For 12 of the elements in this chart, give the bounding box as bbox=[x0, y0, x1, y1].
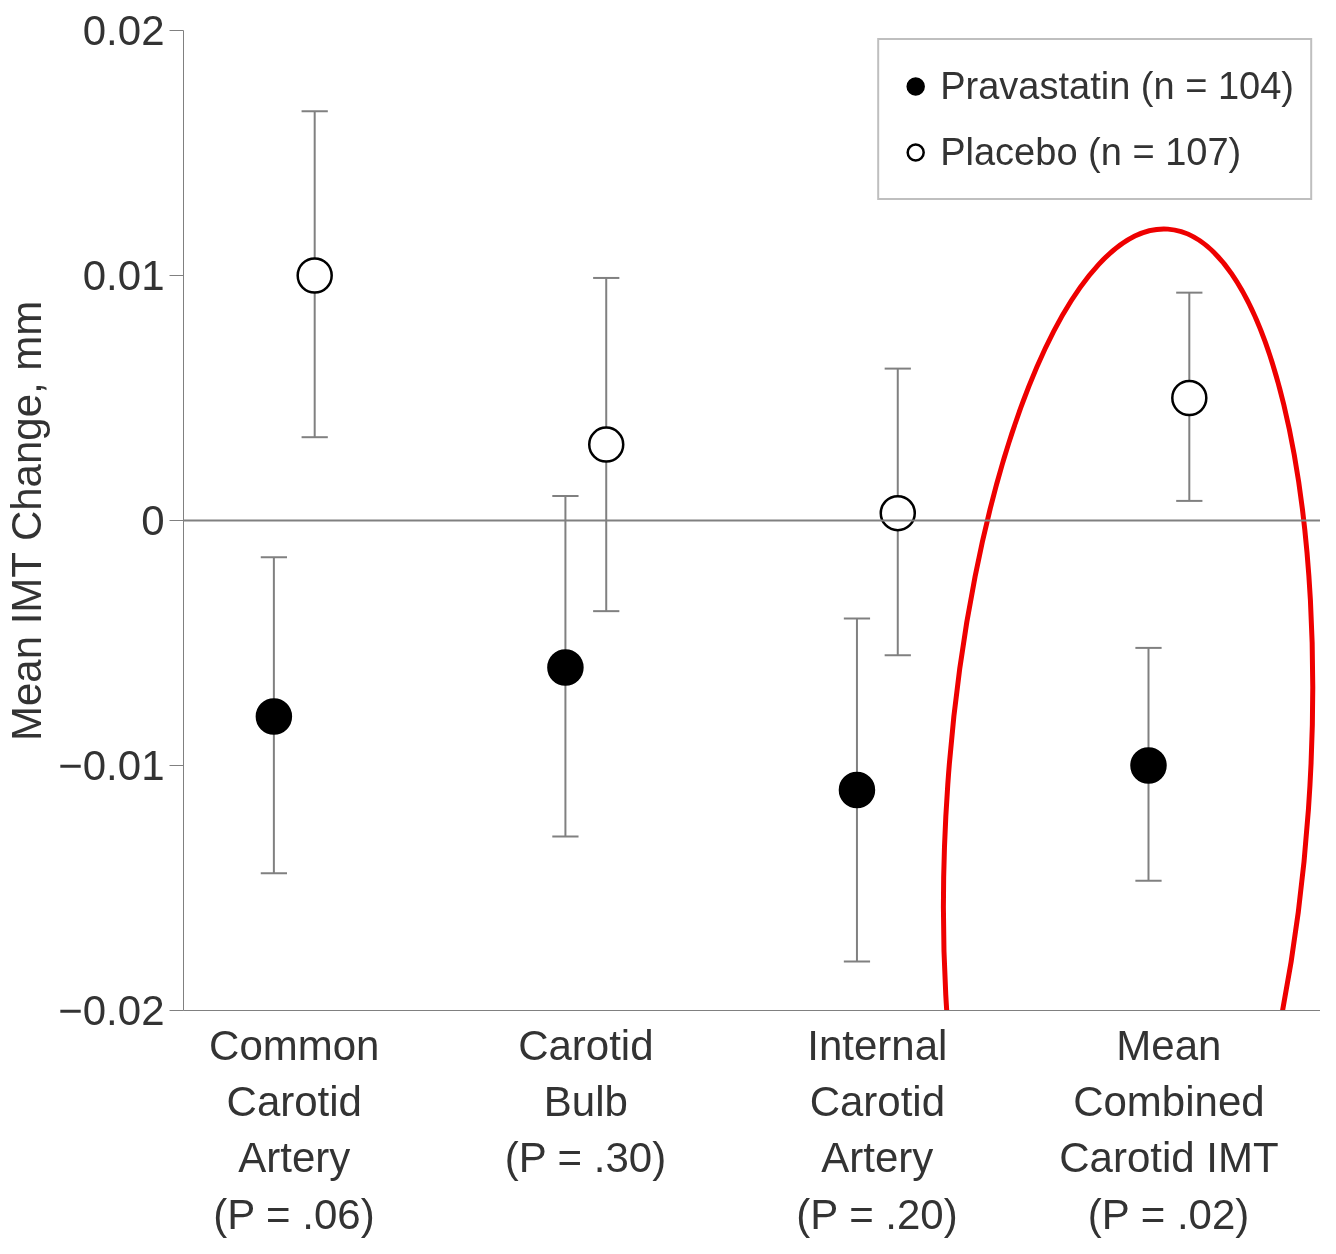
y-axis-title: Mean IMT Change, mm bbox=[3, 300, 51, 742]
x-tick-label: Internal Carotid Artery (P = .20) bbox=[796, 1021, 958, 1238]
legend-label: Placebo (n = 107) bbox=[940, 130, 1242, 174]
legend-label: Pravastatin (n = 104) bbox=[940, 64, 1294, 108]
y-tick-label: 0 bbox=[141, 497, 165, 544]
x-tick-label: Mean Combined Carotid IMT (P = .02) bbox=[1059, 1021, 1279, 1238]
y-tick-label: 0.01 bbox=[82, 252, 165, 299]
x-tick-label: Common Carotid Artery (P = .06) bbox=[209, 1021, 380, 1238]
y-tick-label: −0.02 bbox=[58, 987, 165, 1034]
y-tick-label: 0.02 bbox=[82, 7, 165, 54]
x-tick-label: Carotid Bulb (P = .30) bbox=[504, 1021, 667, 1182]
y-tick-label: −0.01 bbox=[58, 742, 165, 789]
